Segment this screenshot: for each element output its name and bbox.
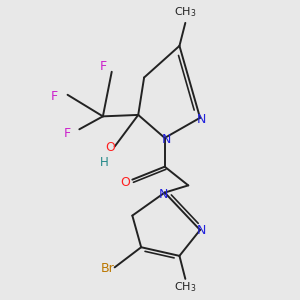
Text: F: F	[99, 59, 106, 73]
Text: CH$_3$: CH$_3$	[174, 5, 197, 19]
Text: F: F	[51, 90, 58, 103]
Text: N: N	[197, 224, 206, 237]
Text: H: H	[100, 156, 109, 169]
Text: CH$_3$: CH$_3$	[174, 280, 197, 294]
Text: N: N	[161, 133, 171, 146]
Text: O: O	[105, 142, 115, 154]
Text: O: O	[120, 176, 130, 189]
Text: Br: Br	[100, 262, 114, 275]
Text: N: N	[197, 113, 206, 126]
Text: N: N	[159, 188, 168, 200]
Text: F: F	[64, 127, 71, 140]
